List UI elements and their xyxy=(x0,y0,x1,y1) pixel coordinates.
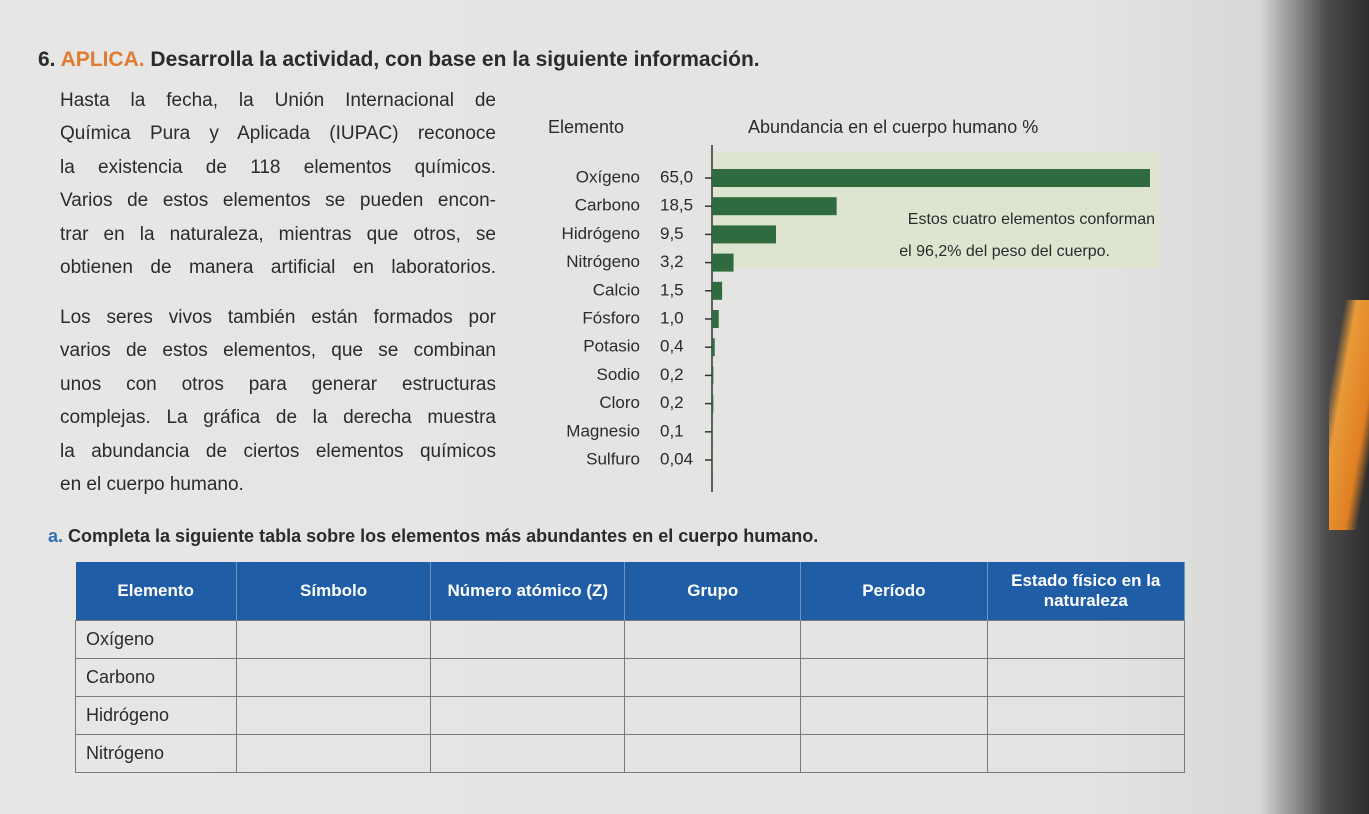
empty-cell xyxy=(235,734,432,773)
table-row: Hidrógeno xyxy=(75,696,1186,735)
table-row: Nitrógeno xyxy=(75,734,1186,773)
category-label: Potasio xyxy=(583,337,640,356)
paragraph-line: Hasta la fecha, la Unión Internacional d… xyxy=(60,90,496,111)
empty-cell xyxy=(235,696,432,735)
value-label: 3,2 xyxy=(660,252,684,271)
category-label: Cloro xyxy=(599,393,640,412)
empty-cell xyxy=(430,620,626,659)
value-label: 65,0 xyxy=(660,167,693,186)
empty-cell xyxy=(624,734,802,773)
bar xyxy=(712,338,715,357)
paragraph-line: la abundancia de ciertos elementos quími… xyxy=(60,440,496,462)
header-row: Elemento Símbolo Número atómico (Z) Grupo Pe… xyxy=(75,562,1186,621)
column-header: Período xyxy=(800,562,988,621)
chart: Elemento Abundancia en el cuerpo humano … xyxy=(548,117,1160,492)
value-label: 0,2 xyxy=(660,393,684,412)
bar xyxy=(712,225,777,244)
paragraph-line: varios de estos elementos, que se combin… xyxy=(60,340,496,362)
category-label: Hidrógeno xyxy=(562,224,640,243)
category-label: Magnesio xyxy=(566,421,640,440)
category-label: Carbono xyxy=(575,196,640,215)
empty-cell xyxy=(624,658,802,697)
value-label: 0,04 xyxy=(660,449,693,468)
table: Elemento Símbolo Número atómico (Z) Grupo Pe… xyxy=(75,562,1186,773)
empty-cell xyxy=(430,734,626,773)
category-label: Sodio xyxy=(597,365,640,384)
table-row: Carbono xyxy=(75,658,1186,697)
value-label: 0,4 xyxy=(660,337,684,356)
value-label: 18,5 xyxy=(660,196,693,215)
bar xyxy=(712,253,734,272)
empty-cell xyxy=(235,658,432,697)
category-label: Calcio xyxy=(593,280,640,299)
paragraph-line: Varios de estos elementos se pueden enco… xyxy=(60,190,496,212)
paragraph-line: Química Pura y Aplicada (IUPAC) reconoce xyxy=(60,123,496,145)
empty-cell xyxy=(430,696,626,735)
bar xyxy=(712,394,714,413)
pencil-edge xyxy=(1329,300,1369,530)
element-cell: Oxígeno xyxy=(75,620,237,659)
heading-number: 6. xyxy=(38,48,56,71)
bar xyxy=(712,310,719,328)
table-row: Oxígeno xyxy=(75,620,1186,659)
value-label: 1,0 xyxy=(660,308,684,327)
empty-cell xyxy=(624,620,802,659)
empty-cell xyxy=(800,620,988,659)
annotation: el 96,2% del peso del cuerpo. xyxy=(899,243,1110,260)
task-text: Completa la siguiente tabla sobre los el… xyxy=(68,526,819,546)
paragraph-line: la existencia de 118 elementos químicos. xyxy=(60,156,496,178)
bar xyxy=(712,197,837,216)
category-label: Oxígeno xyxy=(576,167,640,186)
value-label: 0,2 xyxy=(660,365,684,384)
empty-cell xyxy=(986,696,1186,735)
column-header: Número atómico (Z) xyxy=(430,562,626,621)
category-label: Nitrógeno xyxy=(566,252,640,271)
paragraph-line: obtienen de manera artificial en laborat… xyxy=(60,257,496,278)
category-label: Fósforo xyxy=(582,308,640,327)
empty-cell xyxy=(430,658,626,697)
heading-label: APLICA. xyxy=(60,48,145,71)
column-header: Grupo xyxy=(624,562,802,621)
task: a. Completa la siguiente tabla sobre los… xyxy=(48,526,818,547)
value-label: 1,5 xyxy=(660,280,684,299)
bar xyxy=(712,422,713,441)
paragraph-line: complejas. La gráfica de la derecha mues… xyxy=(60,407,496,429)
task-label: a. xyxy=(48,526,64,546)
column-header: Estado físico en la naturaleza xyxy=(987,562,1186,621)
empty-cell xyxy=(624,696,802,735)
empty-cell xyxy=(235,620,432,659)
bar xyxy=(712,281,723,300)
bar xyxy=(712,169,1150,187)
empty-cell xyxy=(800,658,988,697)
value-label: 0,1 xyxy=(660,421,684,440)
empty-cell xyxy=(986,658,1186,697)
bar xyxy=(712,366,714,385)
category-header: Elemento xyxy=(548,117,624,137)
empty-cell xyxy=(986,620,1186,659)
column-header: Elemento xyxy=(75,562,237,621)
paragraph-line: unos con otros para generar estructuras xyxy=(60,373,496,395)
heading-text: Desarrolla la actividad, con base en la … xyxy=(150,48,760,71)
empty-cell xyxy=(986,734,1186,773)
column-header: Símbolo xyxy=(236,562,432,621)
paragraph-line: trar en la naturaleza, mientras que otro… xyxy=(60,223,496,245)
element-cell: Hidrógeno xyxy=(75,696,237,735)
element-cell: Nitrógeno xyxy=(75,734,237,773)
value-label: 9,5 xyxy=(660,224,684,243)
empty-cell xyxy=(800,734,988,773)
paragraph-line: Los seres vivos también están formados p… xyxy=(60,307,496,328)
empty-cell xyxy=(800,696,988,735)
value-header: Abundancia en el cuerpo humano % xyxy=(748,117,1038,137)
paragraph-line: en el cuerpo humano. xyxy=(60,474,244,495)
annotation: Estos cuatro elementos conforman xyxy=(908,211,1155,228)
element-cell: Carbono xyxy=(75,658,237,697)
heading: 6. APLICA. Desarrolla la actividad, con … xyxy=(38,48,760,72)
category-label: Sulfuro xyxy=(586,449,640,468)
